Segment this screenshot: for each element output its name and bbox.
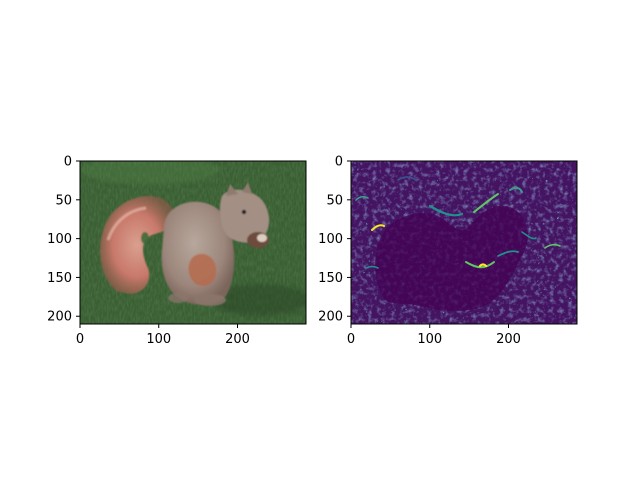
left-y-tick-label: 0: [64, 155, 72, 170]
right-y-tick-label: 50: [326, 193, 343, 208]
right-x-tick-label: 100: [417, 332, 442, 347]
map-squirrel-region: [375, 205, 528, 311]
right-x-tick-label: 0: [347, 332, 355, 347]
right-y-tick-label: 0: [335, 155, 343, 170]
right-x-tick-label: 200: [496, 332, 521, 347]
right-axis-ticks: 0 100 200 0 50 100 150 200: [318, 155, 521, 348]
left-y-tick-label: 200: [47, 310, 72, 325]
squirrel: [100, 182, 270, 306]
processed-squirrel-map: 0 100 200 0 50 100 150 200: [318, 155, 578, 348]
original-squirrel-photo: 0 100 200 0 50 100 150 200: [47, 155, 307, 348]
right-axes-frame: [350, 160, 578, 325]
left-y-tick-label: 50: [55, 193, 72, 208]
left-x-tick-label: 0: [76, 332, 84, 347]
left-axis-ticks: 0 100 200 0 50 100 150 200: [47, 155, 250, 348]
left-axes-frame: [79, 160, 307, 325]
right-y-tick-label: 150: [318, 271, 343, 286]
left-x-tick-label: 200: [225, 332, 250, 347]
left-y-tick-label: 150: [47, 271, 72, 286]
squirrel-head: [219, 189, 270, 243]
right-y-tick-label: 200: [318, 310, 343, 325]
left-y-tick-label: 100: [47, 232, 72, 247]
squirrel-body: [161, 201, 235, 305]
map-edge-highlights: [355, 176, 561, 269]
right-y-tick-label: 100: [318, 232, 343, 247]
left-x-tick-label: 100: [146, 332, 171, 347]
